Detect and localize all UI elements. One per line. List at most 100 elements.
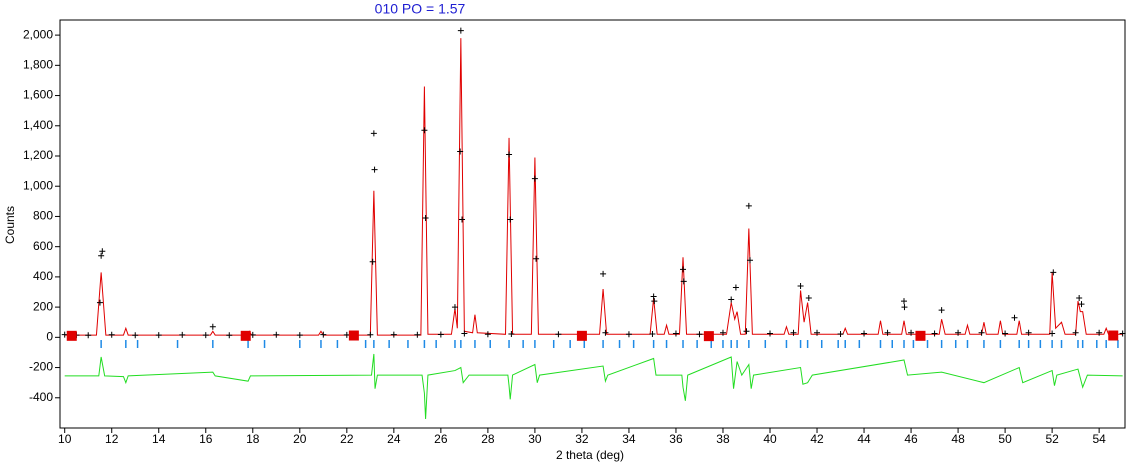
x-tick-label: 22: [340, 432, 354, 446]
y-tick-label: 0: [46, 330, 53, 344]
background-point: [348, 330, 359, 341]
observed-point: [745, 202, 752, 209]
x-tick-label: 40: [763, 432, 777, 446]
observed-point: [1072, 329, 1079, 336]
observed-point: [1002, 330, 1009, 337]
data-line: [64, 38, 1123, 336]
observed-point: [108, 331, 115, 338]
x-tick-label: 28: [481, 432, 495, 446]
x-tick-label: 26: [434, 432, 448, 446]
observed-point: [728, 296, 735, 303]
observed-point: [672, 330, 679, 337]
observed-point: [1119, 330, 1126, 337]
observed-point: [938, 307, 945, 314]
observed-point: [273, 331, 280, 338]
observed-point: [508, 331, 515, 338]
y-axis-label: Counts: [3, 206, 17, 244]
observed-point: [625, 331, 632, 338]
observed-point: [931, 330, 938, 337]
observed-point: [370, 130, 377, 137]
y-tick-label: 2,000: [23, 27, 53, 41]
observed-point: [414, 331, 421, 338]
observed-point: [747, 257, 754, 264]
x-tick-label: 34: [622, 432, 636, 446]
observed-point: [451, 304, 458, 311]
background-point: [703, 331, 714, 342]
observed-point: [1078, 301, 1085, 308]
observed-point: [861, 330, 868, 337]
observed-point: [680, 278, 687, 285]
observed-point: [132, 332, 139, 339]
observed-point: [249, 331, 256, 338]
y-tick-label: 1,200: [23, 148, 53, 162]
observed-point: [209, 323, 216, 330]
observed-point: [459, 216, 466, 223]
observed-point: [901, 304, 908, 311]
observed-point: [651, 298, 658, 305]
x-tick-label: 16: [199, 432, 213, 446]
y-tick-label: -400: [29, 390, 53, 404]
background-point: [576, 330, 587, 341]
observed-point: [531, 175, 538, 182]
observed-point: [507, 216, 514, 223]
background-point: [66, 330, 77, 341]
y-tick-label: -200: [29, 360, 53, 374]
observed-point: [797, 282, 804, 289]
x-tick-label: 36: [669, 432, 683, 446]
x-tick-label: 54: [1092, 432, 1106, 446]
x-tick-label: 12: [105, 432, 119, 446]
observed-point: [461, 330, 468, 337]
observed-point: [1011, 314, 1018, 321]
observed-point: [155, 332, 162, 339]
observed-point: [61, 331, 68, 338]
observed-point: [650, 293, 657, 300]
x-tick-label: 24: [387, 432, 401, 446]
x-tick-label: 14: [152, 432, 166, 446]
observed-point: [296, 332, 303, 339]
observed-point: [602, 329, 609, 336]
y-tick-label: 600: [33, 239, 53, 253]
observed-point: [390, 331, 397, 338]
observed-point: [98, 252, 105, 259]
x-tick-label: 38: [716, 432, 730, 446]
x-tick-label: 52: [1045, 432, 1059, 446]
x-tick-label: 32: [575, 432, 589, 446]
observed-point: [533, 255, 540, 262]
observed-point: [955, 329, 962, 336]
observed-point: [422, 214, 429, 221]
x-tick-label: 44: [857, 432, 871, 446]
observed-point: [814, 329, 821, 336]
x-tick-label: 46: [904, 432, 918, 446]
y-tick-label: 400: [33, 269, 53, 283]
y-tick-label: 1,000: [23, 178, 53, 192]
observed-point: [369, 258, 376, 265]
observed-point: [367, 331, 374, 338]
observed-point: [457, 148, 464, 155]
y-tick-label: 800: [33, 209, 53, 223]
observed-point: [1096, 329, 1103, 336]
observed-point: [555, 331, 562, 338]
observed-point: [719, 329, 726, 336]
observed-point: [743, 328, 750, 335]
observed-point: [437, 331, 444, 338]
observed-point: [343, 331, 350, 338]
y-tick-label: 200: [33, 299, 53, 313]
observed-point: [680, 266, 687, 273]
x-tick-label: 50: [998, 432, 1012, 446]
observed-point: [85, 332, 92, 339]
observed-point: [978, 329, 985, 336]
observed-point: [226, 332, 233, 339]
x-tick-label: 20: [293, 432, 307, 446]
observed-point: [96, 299, 103, 306]
observed-point: [1049, 330, 1056, 337]
observed-point: [600, 270, 607, 277]
y-tick-label: 1,400: [23, 118, 53, 132]
background-point: [1108, 330, 1119, 341]
observed-point: [1076, 295, 1083, 302]
background-point: [240, 330, 251, 341]
x-tick-label: 30: [528, 432, 542, 446]
observed-point: [884, 329, 891, 336]
observed-point: [320, 331, 327, 338]
x-tick-label: 42: [810, 432, 824, 446]
observed-point: [805, 295, 812, 302]
